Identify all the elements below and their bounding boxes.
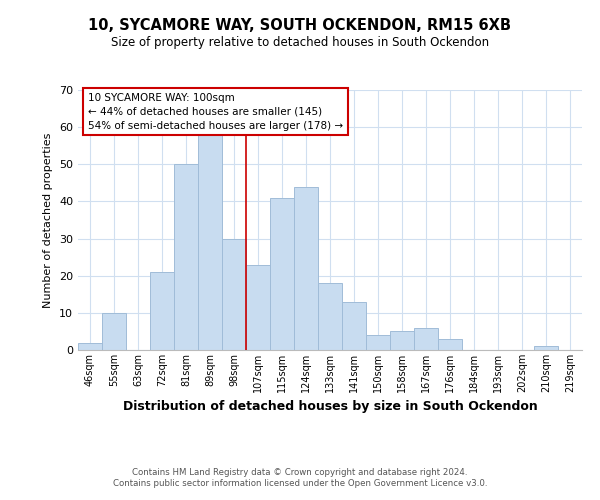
Y-axis label: Number of detached properties: Number of detached properties [43,132,53,308]
Text: 10 SYCAMORE WAY: 100sqm
← 44% of detached houses are smaller (145)
54% of semi-d: 10 SYCAMORE WAY: 100sqm ← 44% of detache… [88,92,343,130]
Bar [366,335,390,350]
Bar [150,272,174,350]
Bar [78,342,102,350]
Bar [174,164,198,350]
Bar [534,346,558,350]
Bar [342,302,366,350]
Text: Contains HM Land Registry data © Crown copyright and database right 2024.
Contai: Contains HM Land Registry data © Crown c… [113,468,487,487]
Bar [414,328,438,350]
Bar [438,339,462,350]
Bar [390,332,414,350]
Bar [198,134,222,350]
Bar [270,198,294,350]
Text: 10, SYCAMORE WAY, SOUTH OCKENDON, RM15 6XB: 10, SYCAMORE WAY, SOUTH OCKENDON, RM15 6… [89,18,511,32]
Text: Size of property relative to detached houses in South Ockendon: Size of property relative to detached ho… [111,36,489,49]
Bar [318,283,342,350]
Bar [294,186,318,350]
Bar [102,313,126,350]
Bar [222,238,246,350]
X-axis label: Distribution of detached houses by size in South Ockendon: Distribution of detached houses by size … [122,400,538,413]
Bar [246,264,270,350]
